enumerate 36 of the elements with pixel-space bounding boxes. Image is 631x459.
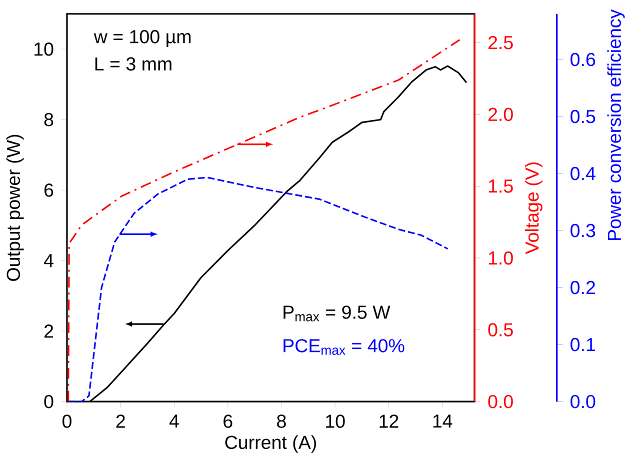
y3-tick-label: 0.6 [570,52,596,66]
y-tick-label: 0 [44,394,54,408]
y3-tick-label: 0.5 [570,110,596,124]
y-tick-label: 10 [34,42,54,56]
y3-tick-label: 0.2 [570,280,595,294]
annotation: PCE$_{max}$ = 40% [284,339,404,355]
x-tick-label: 14 [433,414,452,428]
y2-tick-label: 1.0 [488,251,513,265]
y3-tick-label: 0.0 [570,394,596,408]
x-tick-label: 12 [380,414,398,428]
y-tick-label: 2 [44,324,54,338]
x-tick-label: 2 [116,414,125,428]
y3-tick-label: 0.3 [570,224,596,238]
x-axis-title: Current (A) [225,435,316,453]
y2-tick-label: 2.5 [488,36,513,50]
y2-tick-label: 0.5 [488,323,513,336]
annotation: w = 100 µm [94,30,191,48]
y3-tick-label: 0.4 [570,166,596,180]
line-series [68,176,449,402]
y-axis-title: Output power (W) [6,134,24,281]
x-tick-label: 10 [326,414,345,428]
y2-tick-label: 2.0 [488,108,513,122]
x-tick-label: 6 [224,414,232,428]
y3-axis-title: Power conversion efficiency [607,9,625,240]
x-tick-label: 8 [277,414,286,428]
y-tick-label: 8 [44,112,54,126]
y2-axis-title: Voltage (V) [524,162,542,254]
y-tick-label: 6 [44,183,54,197]
x-tick-label: 4 [169,414,179,428]
y3-tick-label: 0.1 [570,338,595,352]
y2-tick-label: 0.0 [488,394,513,408]
annotation: L = 3 mm [95,57,172,71]
y-tick-label: 4 [44,254,54,268]
x-tick-label: 0 [62,414,72,428]
y2-tick-label: 1.5 [488,180,513,193]
annotation: P$_{max}$ = 9.5 W [284,306,390,322]
